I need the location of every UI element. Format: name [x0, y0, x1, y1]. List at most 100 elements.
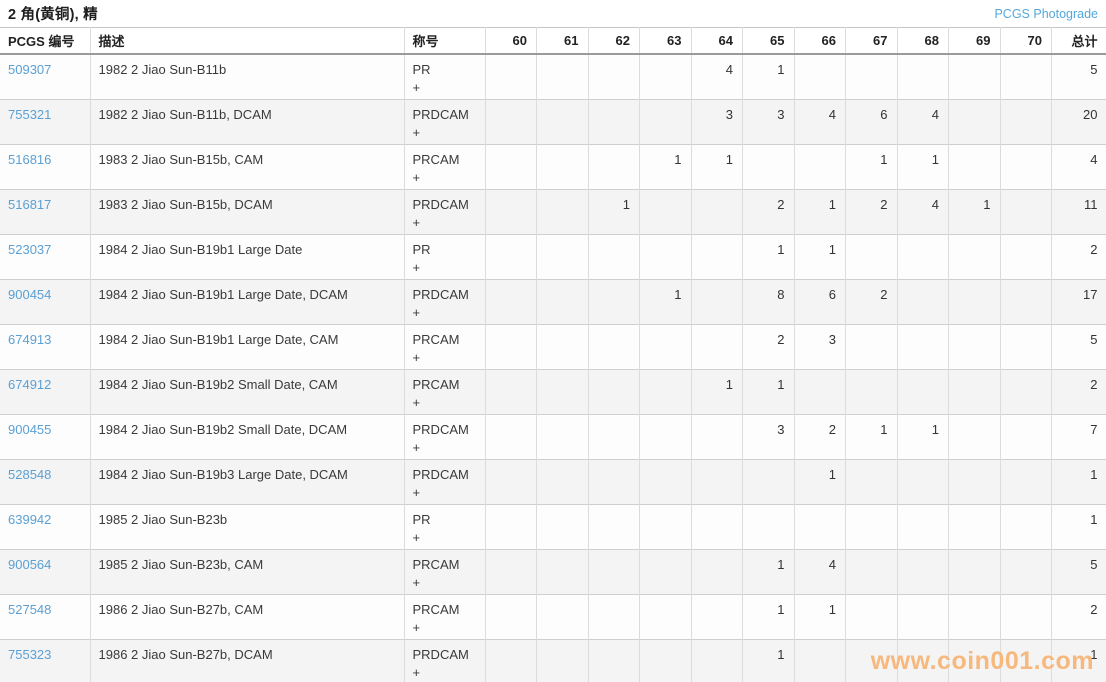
grade-70-cell — [999, 278, 1052, 324]
col-header-grade-60: 60 — [484, 27, 537, 55]
grade-70-cell — [999, 98, 1052, 144]
col-header-grade-61: 61 — [536, 27, 588, 55]
pcgs-number-link[interactable]: 516816 — [8, 151, 52, 167]
designation-cell: PRCAM + — [403, 368, 485, 414]
grade-63-cell — [639, 368, 691, 414]
pcgs-number-cell: 509307 — [0, 54, 90, 99]
grade-69-cell — [948, 368, 1000, 414]
designation-plus: + — [412, 619, 421, 635]
grade-68-cell — [896, 593, 949, 639]
grade-70-cell — [999, 638, 1052, 682]
pcgs-number-link[interactable]: 528548 — [8, 466, 52, 482]
pcgs-number-link[interactable]: 674913 — [8, 331, 52, 347]
designation-cell: PRCAM + — [403, 323, 485, 369]
grade-61-cell — [536, 638, 588, 682]
grade-60-cell — [484, 638, 537, 682]
grade-60-cell — [484, 413, 537, 459]
grade-68-cell — [896, 458, 949, 504]
grade-61-cell — [536, 458, 588, 504]
table-header: PCGS 编号 描述 称号 60 61 62 63 64 65 66 67 68… — [0, 27, 1106, 55]
total-cell: 1 — [1051, 638, 1106, 682]
pcgs-number-link[interactable]: 516817 — [8, 196, 52, 212]
grade-66-cell: 1 — [793, 188, 846, 234]
table-header-row: PCGS 编号 描述 称号 60 61 62 63 64 65 66 67 68… — [0, 27, 1106, 55]
designation-value: PRDCAM — [412, 421, 469, 437]
grade-60-cell — [484, 593, 537, 639]
grade-63-cell — [639, 54, 691, 99]
designation-plus: + — [412, 214, 421, 230]
pcgs-number-link[interactable]: 755323 — [8, 646, 52, 662]
designation-plus: + — [412, 529, 421, 545]
grade-66-cell: 1 — [793, 233, 846, 279]
page-header: 2 角(黄铜), 精 PCGS Photograde — [0, 0, 1106, 27]
pcgs-number-link[interactable]: 674912 — [8, 376, 52, 392]
grade-67-cell: 1 — [845, 413, 897, 459]
grade-67-cell: 1 — [845, 143, 897, 189]
grade-64-cell — [690, 233, 743, 279]
pcgs-number-link[interactable]: 509307 — [8, 62, 52, 77]
designation-value: PRDCAM — [412, 106, 469, 122]
designation-plus: + — [412, 259, 421, 275]
grade-70-cell — [999, 503, 1052, 549]
grade-68-cell: 1 — [896, 413, 949, 459]
col-header-grade-65: 65 — [742, 27, 794, 55]
grade-70-cell — [999, 413, 1052, 459]
population-table: PCGS 编号 描述 称号 60 61 62 63 64 65 66 67 68… — [0, 27, 1106, 682]
grade-64-cell: 4 — [690, 54, 743, 99]
description-cell: 1982 2 Jiao Sun-B11b — [89, 54, 404, 99]
designation-value: PRCAM — [412, 556, 460, 572]
grade-70-cell — [999, 548, 1052, 594]
grade-60-cell — [484, 368, 537, 414]
grade-68-cell — [896, 54, 949, 99]
page-title: 2 角(黄铜), 精 — [8, 7, 98, 23]
designation-plus: + — [412, 349, 421, 365]
total-cell: 2 — [1051, 233, 1106, 279]
col-header-pcgs-no: PCGS 编号 — [0, 27, 90, 55]
grade-61-cell — [536, 233, 588, 279]
grade-61-cell — [536, 503, 588, 549]
grade-62-cell — [587, 413, 640, 459]
col-header-grade-68: 68 — [896, 27, 949, 55]
grade-60-cell — [484, 323, 537, 369]
col-header-description: 描述 — [89, 27, 404, 55]
pcgs-number-cell: 516817 — [0, 188, 90, 234]
grade-66-cell: 2 — [793, 413, 846, 459]
pcgs-number-link[interactable]: 755321 — [8, 106, 52, 122]
grade-61-cell — [536, 548, 588, 594]
grade-65-cell: 1 — [742, 548, 794, 594]
pcgs-number-link[interactable]: 900455 — [8, 421, 52, 437]
grade-69-cell — [948, 593, 1000, 639]
grade-60-cell — [484, 458, 537, 504]
designation-value: PR — [412, 62, 431, 77]
total-cell: 20 — [1051, 98, 1106, 144]
pcgs-number-cell: 528548 — [0, 458, 90, 504]
pcgs-photograde-link[interactable]: PCGS Photograde — [994, 6, 1098, 21]
pcgs-number-link[interactable]: 900564 — [8, 556, 52, 572]
grade-65-cell: 1 — [742, 368, 794, 414]
pcgs-number-link[interactable]: 527548 — [8, 601, 52, 617]
designation-cell: PRCAM + — [403, 593, 485, 639]
total-cell: 17 — [1051, 278, 1106, 324]
grade-67-cell — [845, 323, 897, 369]
grade-63-cell — [639, 458, 691, 504]
col-header-grade-63: 63 — [639, 27, 691, 55]
grade-63-cell — [639, 548, 691, 594]
grade-69-cell — [948, 548, 1000, 594]
grade-63-cell — [639, 188, 691, 234]
col-header-grade-64: 64 — [690, 27, 743, 55]
pcgs-number-link[interactable]: 639942 — [8, 511, 52, 527]
designation-cell: PRDCAM + — [403, 188, 485, 234]
grade-61-cell — [536, 368, 588, 414]
grade-66-cell — [793, 54, 846, 99]
pcgs-number-link[interactable]: 900454 — [8, 286, 52, 302]
pcgs-number-link[interactable]: 523037 — [8, 241, 52, 257]
col-header-total: 总计 — [1051, 27, 1106, 55]
grade-64-cell — [690, 503, 743, 549]
designation-plus: + — [412, 574, 421, 590]
grade-69-cell: 1 — [948, 188, 1000, 234]
grade-67-cell — [845, 458, 897, 504]
grade-63-cell — [639, 323, 691, 369]
designation-cell: PR + — [403, 54, 485, 99]
grade-70-cell — [999, 458, 1052, 504]
table-row: 516817 1983 2 Jiao Sun-B15b, DCAM PRDCAM… — [0, 188, 1106, 234]
